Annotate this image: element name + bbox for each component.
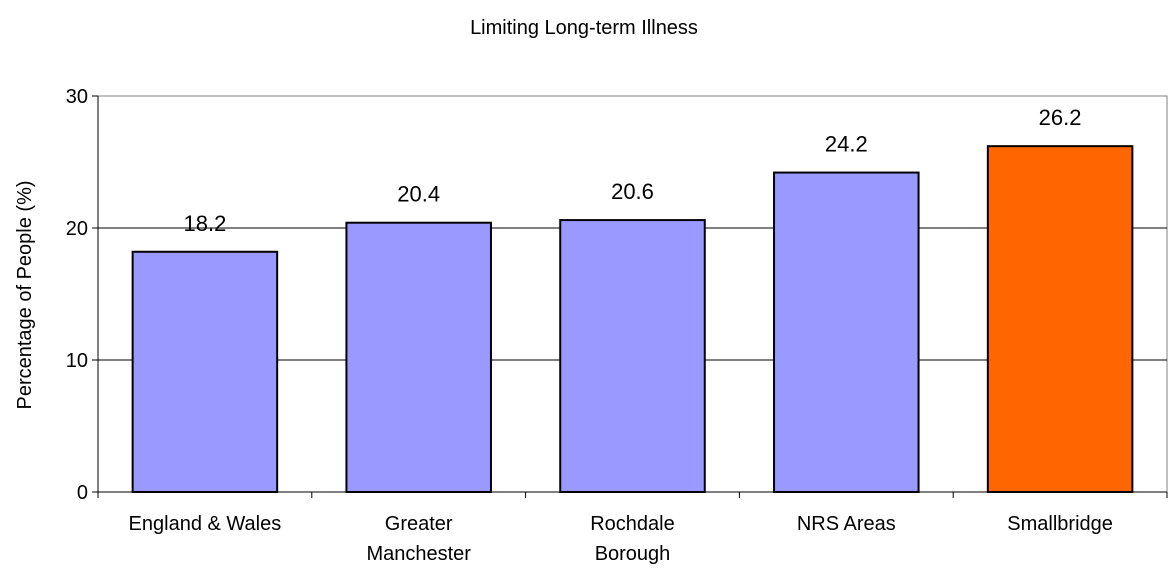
bar-4 (773, 171, 920, 493)
data-label-2: 20.4 (397, 182, 440, 207)
data-label-1: 18.2 (183, 211, 226, 236)
x-category-label-4: NRS Areas (797, 513, 896, 535)
x-category-label-5: Smallbridge (1007, 513, 1113, 535)
bar-1 (131, 250, 279, 493)
y-tick-label: 0 (77, 482, 88, 504)
y-axis-label: Percentage of People (%) (14, 180, 36, 409)
y-tick-label: 30 (66, 86, 88, 108)
x-category-label-1: England & Wales (129, 513, 282, 535)
x-category-label-2: Greater Manchester (366, 513, 471, 565)
labels: 0 10 20 30 18.2 England & Wales 20.4 Greater Man… (66, 86, 1113, 565)
data-label-4: 24.2 (825, 132, 868, 157)
bar-3 (559, 219, 706, 494)
y-tick-label: 10 (66, 350, 88, 372)
data-label-3: 20.6 (611, 179, 654, 204)
data-label-5: 26.2 (1039, 105, 1082, 130)
bar-2 (345, 221, 492, 493)
chart-title: Limiting Long-term Illness (470, 17, 698, 39)
bar-5 (986, 145, 1134, 493)
axes (92, 95, 1168, 498)
bars (131, 145, 1134, 494)
y-tick-label: 20 (66, 218, 88, 240)
x-category-label-3: Rochdale Borough (590, 513, 675, 565)
